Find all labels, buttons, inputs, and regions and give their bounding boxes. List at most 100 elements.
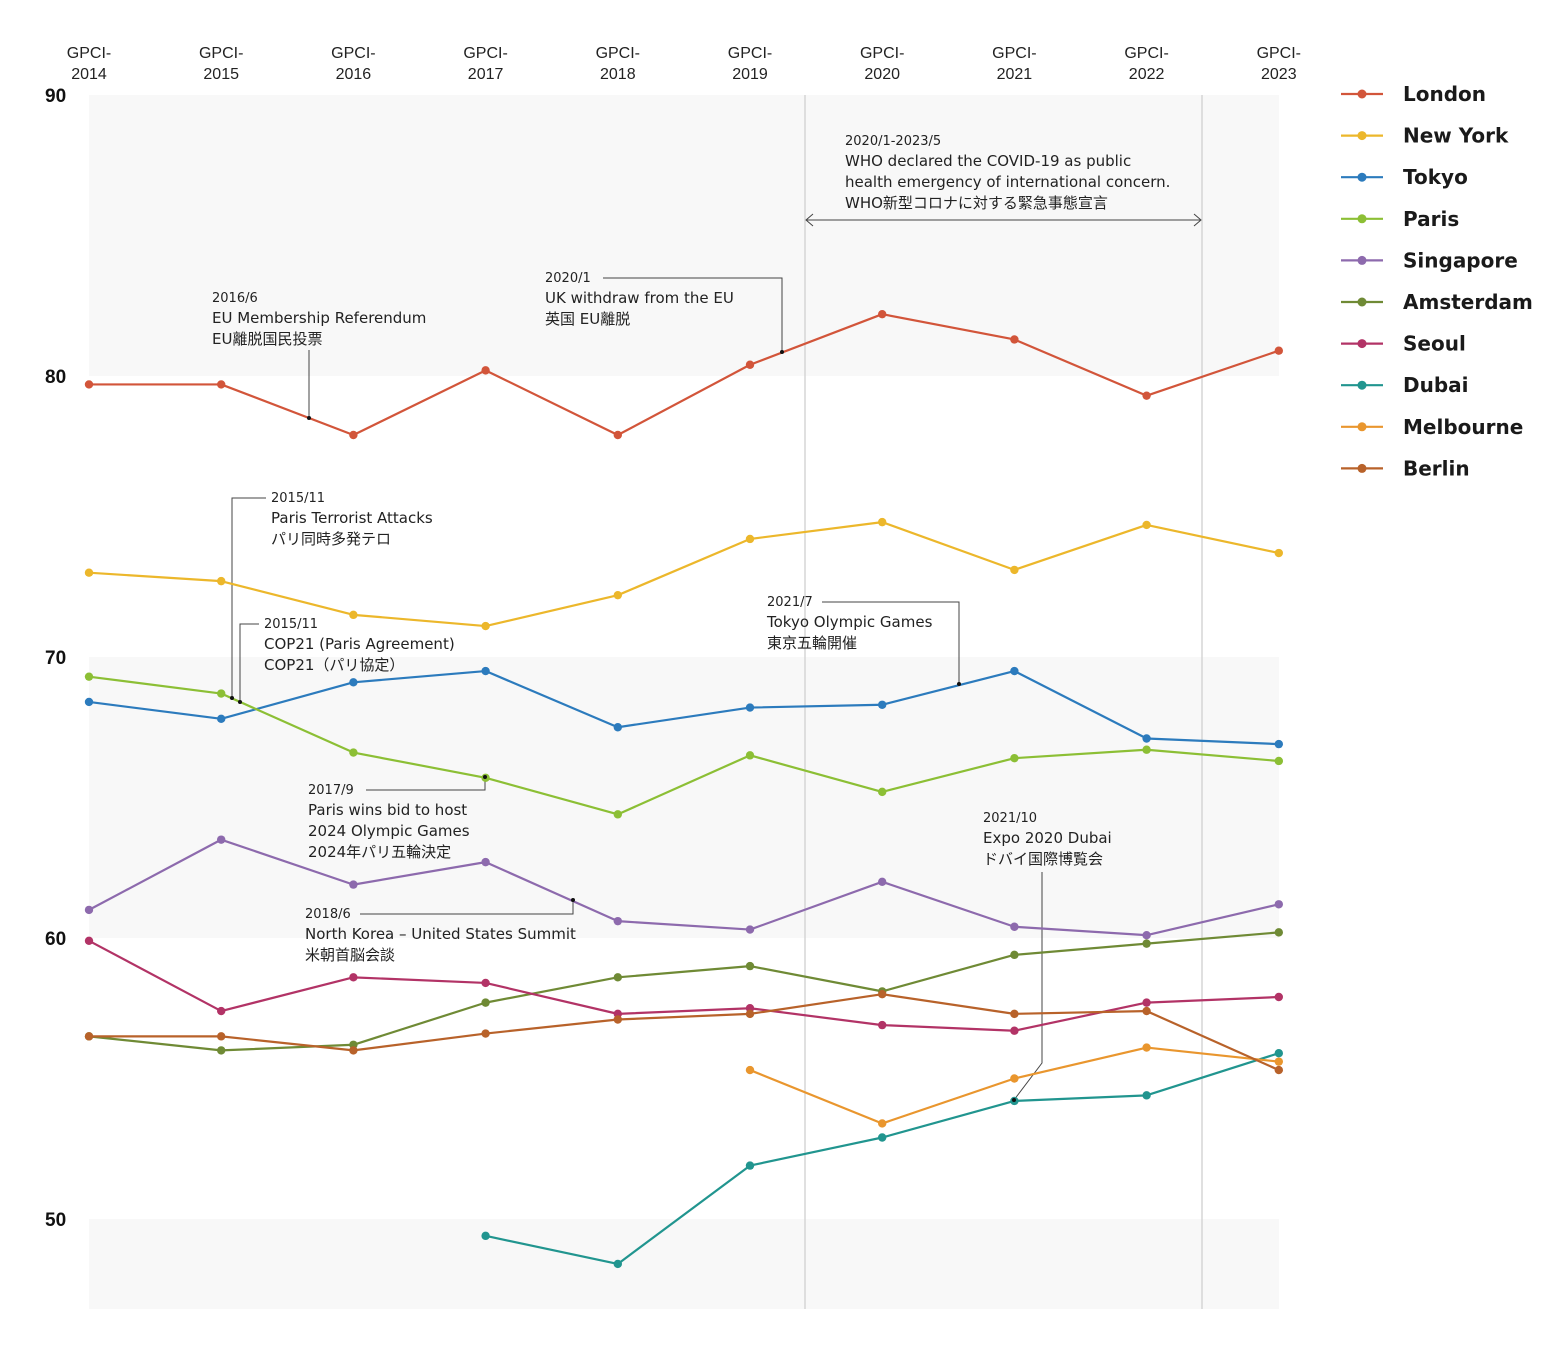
data-point[interactable] — [613, 916, 622, 926]
data-point[interactable] — [878, 1119, 887, 1128]
legend-item-new-york[interactable]: New York — [1341, 124, 1509, 148]
legend-item-seoul[interactable]: Seoul — [1341, 332, 1466, 356]
data-point[interactable] — [481, 666, 490, 676]
data-point[interactable] — [745, 925, 755, 934]
data-point[interactable] — [1010, 335, 1019, 344]
data-point[interactable] — [878, 1133, 887, 1142]
data-point[interactable] — [878, 517, 887, 527]
data-point[interactable] — [481, 366, 490, 375]
data-point[interactable] — [217, 1046, 226, 1055]
data-point[interactable] — [613, 973, 622, 982]
data-point[interactable] — [84, 905, 94, 915]
data-point[interactable] — [481, 998, 490, 1007]
data-point[interactable] — [745, 1161, 755, 1170]
data-point[interactable] — [1010, 950, 1019, 960]
data-point[interactable] — [1142, 998, 1151, 1007]
data-point[interactable] — [217, 1032, 226, 1041]
data-point[interactable] — [745, 1065, 755, 1075]
data-point[interactable] — [745, 534, 755, 544]
data-point[interactable] — [1274, 1057, 1284, 1066]
data-point[interactable] — [84, 1032, 94, 1041]
data-point[interactable] — [878, 700, 887, 709]
data-point[interactable] — [1274, 739, 1284, 749]
data-point[interactable] — [1142, 939, 1151, 948]
data-point[interactable] — [217, 380, 226, 389]
data-point[interactable] — [745, 751, 755, 760]
data-point[interactable] — [481, 978, 490, 988]
legend-item-berlin[interactable]: Berlin — [1341, 456, 1470, 480]
data-point[interactable] — [1274, 1049, 1284, 1058]
data-point[interactable] — [745, 703, 755, 712]
data-point[interactable] — [1274, 928, 1284, 937]
data-point[interactable] — [84, 697, 94, 707]
data-point[interactable] — [878, 787, 887, 797]
data-point[interactable] — [1274, 900, 1284, 909]
data-point[interactable] — [1142, 1043, 1151, 1052]
data-point[interactable] — [217, 714, 226, 724]
data-point[interactable] — [84, 380, 94, 389]
data-point[interactable] — [1142, 1091, 1151, 1100]
legend-item-singapore[interactable]: Singapore — [1341, 248, 1518, 272]
data-point[interactable] — [217, 1006, 226, 1016]
data-point[interactable] — [481, 1029, 490, 1038]
legend-item-tokyo[interactable]: Tokyo — [1341, 165, 1468, 189]
data-point[interactable] — [481, 621, 490, 631]
data-point[interactable] — [613, 590, 622, 600]
data-point[interactable] — [349, 1046, 358, 1055]
legend-item-amsterdam[interactable]: Amsterdam — [1341, 290, 1533, 314]
data-point[interactable] — [1010, 666, 1019, 676]
data-point[interactable] — [1142, 391, 1151, 400]
annotation-text-line: UK withdraw from the EU — [545, 289, 734, 307]
data-point[interactable] — [1274, 992, 1284, 1002]
data-point[interactable] — [1274, 548, 1284, 558]
data-point[interactable] — [217, 689, 226, 698]
data-point[interactable] — [84, 672, 94, 681]
data-point[interactable] — [349, 678, 358, 687]
data-point[interactable] — [481, 1231, 490, 1241]
data-point[interactable] — [613, 1015, 622, 1024]
data-point[interactable] — [349, 880, 358, 889]
data-point[interactable] — [84, 936, 94, 946]
data-point[interactable] — [613, 723, 622, 732]
data-point[interactable] — [1010, 565, 1019, 575]
data-point[interactable] — [1142, 520, 1151, 530]
data-point[interactable] — [613, 430, 622, 440]
data-point[interactable] — [349, 973, 358, 982]
data-point[interactable] — [1142, 1006, 1151, 1016]
annotation-nk-us: 2018/6 North Korea – United States Summit… — [305, 900, 576, 964]
data-point[interactable] — [217, 835, 226, 844]
data-point[interactable] — [84, 568, 94, 577]
data-point[interactable] — [878, 877, 887, 886]
data-point[interactable] — [878, 990, 887, 999]
data-point[interactable] — [613, 810, 622, 819]
data-point[interactable] — [349, 610, 358, 620]
data-point[interactable] — [1142, 734, 1151, 743]
data-point[interactable] — [745, 1009, 755, 1019]
data-point[interactable] — [1010, 1009, 1019, 1019]
data-point[interactable] — [613, 1259, 622, 1269]
data-point[interactable] — [1274, 346, 1284, 355]
data-point[interactable] — [745, 961, 755, 971]
data-point[interactable] — [1142, 930, 1151, 940]
data-point[interactable] — [349, 430, 358, 440]
data-point[interactable] — [1142, 745, 1151, 754]
data-point[interactable] — [878, 1020, 887, 1030]
legend-item-london[interactable]: London — [1341, 82, 1486, 106]
data-point[interactable] — [1010, 1026, 1019, 1035]
legend-item-dubai[interactable]: Dubai — [1341, 373, 1469, 397]
legend-item-melbourne[interactable]: Melbourne — [1341, 415, 1523, 439]
annotation-text-line: 2024年パリ五輪決定 — [308, 843, 451, 861]
data-point[interactable] — [349, 748, 358, 757]
data-point[interactable] — [1010, 922, 1019, 931]
data-point[interactable] — [1010, 1074, 1019, 1083]
data-point[interactable] — [217, 576, 226, 586]
data-point[interactable] — [745, 360, 755, 369]
data-point[interactable] — [1274, 1065, 1284, 1075]
legend-swatch-dot — [1357, 463, 1367, 473]
legend-item-paris[interactable]: Paris — [1341, 207, 1459, 231]
data-point[interactable] — [878, 309, 887, 319]
data-point[interactable] — [481, 857, 490, 867]
data-point[interactable] — [1010, 753, 1019, 763]
annotation-text-line: 英国 EU離脱 — [545, 310, 630, 328]
data-point[interactable] — [1274, 756, 1284, 766]
